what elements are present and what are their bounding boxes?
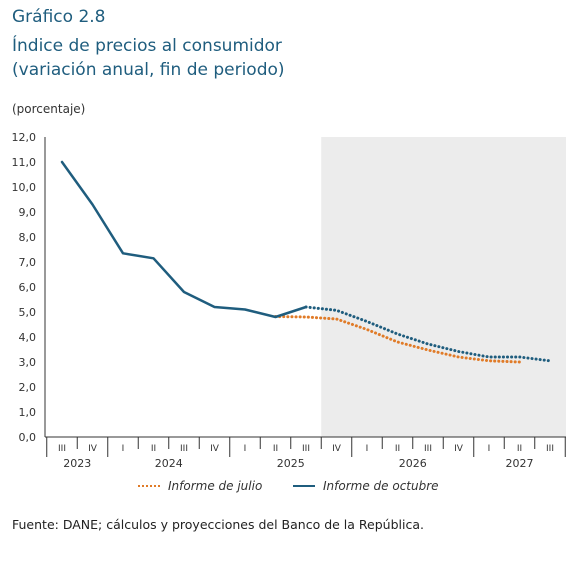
legend-item-octubre: Informe de octubre <box>293 479 439 493</box>
legend-swatch-julio <box>138 485 160 487</box>
y-tick-label: 5,0 <box>19 306 37 319</box>
y-tick-label: 11,0 <box>12 156 37 169</box>
x-quarter-label: I <box>244 444 247 454</box>
x-quarter-label: IV <box>454 444 464 454</box>
x-quarter-label: III <box>58 444 66 454</box>
series-line-informe-julio <box>274 315 521 364</box>
series-line-informe-octubre <box>60 160 308 319</box>
x-year-label: 2027 <box>506 457 534 470</box>
y-tick-label: 1,0 <box>19 406 37 419</box>
x-quarter-label: II <box>517 444 522 454</box>
x-year-label: 2023 <box>63 457 91 470</box>
forecast-band-layer <box>321 137 566 437</box>
x-quarter-label: III <box>546 444 554 454</box>
y-tick-label: 6,0 <box>19 281 37 294</box>
x-year-label: 2026 <box>399 457 427 470</box>
y-axis-unit-label: (porcentaje) <box>12 102 86 116</box>
chart-title: Índice de precios al consumidor <box>12 36 282 56</box>
legend-item-julio: Informe de julio <box>138 479 262 493</box>
chart-number: Gráfico 2.8 <box>12 7 106 27</box>
x-quarter-label: I <box>366 444 369 454</box>
y-tick-label: 9,0 <box>19 206 37 219</box>
x-quarter-label: III <box>302 444 310 454</box>
chart-subtitle: (variación anual, fin de periodo) <box>12 60 285 80</box>
x-quarter-label: III <box>180 444 188 454</box>
x-quarter-label: II <box>273 444 278 454</box>
legend-swatch-octubre <box>293 485 315 487</box>
y-tick-label: 4,0 <box>19 331 37 344</box>
source-note: Fuente: DANE; cálculos y proyecciones de… <box>12 517 424 532</box>
series-layer <box>60 160 552 364</box>
y-tick-label: 12,0 <box>12 131 37 144</box>
x-quarter-label: III <box>424 444 432 454</box>
x-quarter-label: IV <box>332 444 342 454</box>
series-line-informe-octubre-projection <box>304 305 552 363</box>
x-year-label: 2024 <box>155 457 183 470</box>
chart-canvas: 0,0 1,0 2,0 3,0 4,0 5,0 6,0 7,0 8,0 9,0 10,0 11,0 12… <box>12 131 566 470</box>
forecast-shaded-region <box>321 137 566 437</box>
y-tick-label: 0,0 <box>19 431 37 444</box>
x-year-label: 2025 <box>277 457 305 470</box>
y-tick-label: 7,0 <box>19 256 37 269</box>
y-tick-label: 2,0 <box>19 381 37 394</box>
legend-label-octubre: Informe de octubre <box>323 479 439 493</box>
y-tick-label: 8,0 <box>19 231 37 244</box>
axis-layer: 0,0 1,0 2,0 3,0 4,0 5,0 6,0 7,0 8,0 9,0 10,0 11,0 12… <box>12 131 566 470</box>
x-quarter-label: I <box>488 444 491 454</box>
x-quarter-label: I <box>122 444 125 454</box>
x-quarter-label: II <box>395 444 400 454</box>
y-tick-label: 10,0 <box>12 181 37 194</box>
legend-label-julio: Informe de julio <box>168 479 263 493</box>
x-quarter-label: II <box>151 444 156 454</box>
x-quarter-label: IV <box>88 444 98 454</box>
y-tick-label: 3,0 <box>19 356 37 369</box>
x-quarter-label: IV <box>210 444 220 454</box>
